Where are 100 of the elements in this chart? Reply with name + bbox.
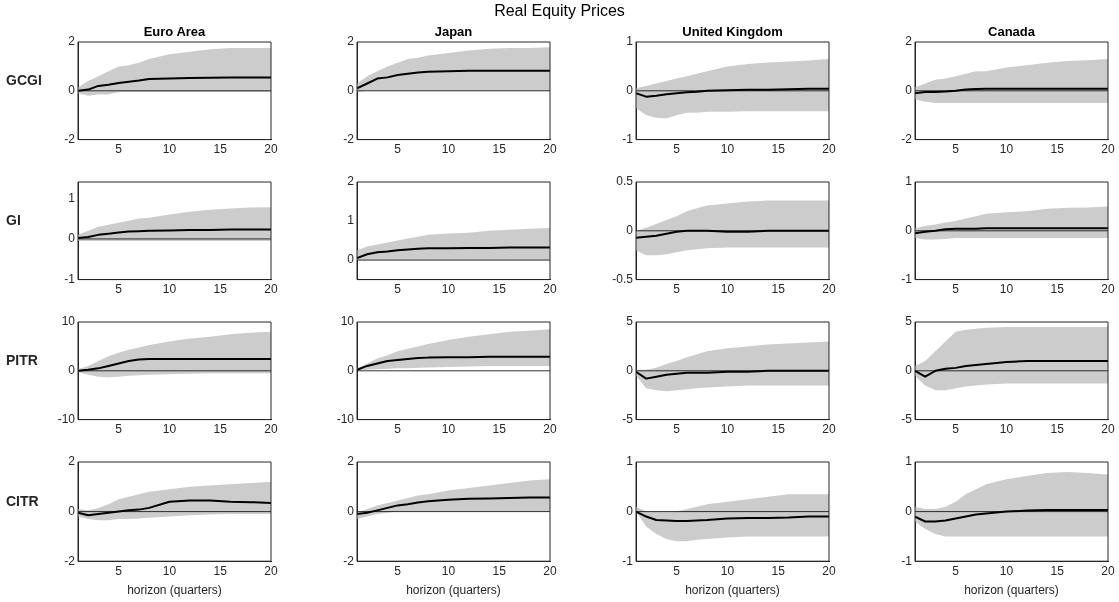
y-tick-label: 1 [905, 174, 913, 189]
x-tick-label: 15 [1050, 142, 1065, 157]
y-tick-label: -1 [64, 271, 76, 286]
x-tick-label: 5 [673, 282, 681, 297]
x-tick-label: 20 [543, 422, 557, 437]
x-axis-title: horizon (quarters) [685, 583, 780, 598]
x-tick-label: 15 [771, 422, 786, 437]
chart-title: Euro Area [143, 24, 207, 40]
x-tick-label: 10 [999, 422, 1014, 437]
x-tick-label: 5 [952, 282, 960, 297]
y-tick-label: 1 [905, 454, 913, 469]
x-tick-label: 15 [771, 142, 786, 157]
chart-title: Canada [988, 24, 1036, 40]
y-tick-label: -2 [901, 131, 913, 146]
y-tick-label: 0 [68, 363, 76, 378]
x-tick-label: 15 [213, 142, 228, 157]
y-tick-label: 2 [905, 34, 913, 49]
x-tick-label: 15 [771, 563, 786, 578]
x-tick-label: 5 [952, 142, 960, 157]
x-tick-label: 20 [1101, 142, 1115, 157]
y-tick-label: 2 [68, 34, 76, 49]
x-tick-label: 10 [999, 142, 1014, 157]
x-tick-label: 10 [162, 563, 177, 578]
x-tick-label: 5 [952, 563, 960, 578]
y-tick-label: 5 [626, 314, 634, 329]
x-tick-label: 10 [999, 563, 1014, 578]
y-tick-label: 1 [68, 190, 76, 205]
y-tick-label: 0 [626, 503, 634, 518]
x-tick-label: 20 [264, 563, 278, 578]
x-tick-label: 15 [213, 422, 228, 437]
text: Real Equity Prices [493, 2, 626, 20]
x-tick-label: 10 [999, 282, 1014, 297]
y-tick-label: 0 [905, 503, 913, 518]
x-tick-label: 5 [952, 422, 960, 437]
y-tick-label: -10 [336, 411, 355, 426]
x-tick-label: 15 [492, 563, 507, 578]
y-axis-title: GCGI [6, 71, 42, 88]
y-tick-label: 1 [626, 34, 634, 49]
y-axis-title: CITR [6, 492, 39, 509]
y-tick-label: 0 [905, 223, 913, 238]
x-axis-title: horizon (quarters) [964, 583, 1059, 598]
x-tick-label: 15 [492, 422, 507, 437]
y-tick-label: -2 [343, 131, 355, 146]
y-tick-label: 0 [626, 223, 634, 238]
x-tick-label: 5 [394, 422, 402, 437]
x-tick-label: 20 [822, 422, 836, 437]
x-tick-label: 20 [543, 563, 557, 578]
y-tick-label: 1 [347, 213, 355, 228]
y-axis-title: GI [6, 211, 21, 228]
x-tick-label: 5 [394, 142, 402, 157]
x-tick-label: 20 [543, 282, 557, 297]
x-tick-label: 20 [1101, 422, 1115, 437]
x-tick-label: 5 [673, 563, 681, 578]
y-tick-label: -1 [901, 271, 913, 286]
x-tick-label: 10 [162, 422, 177, 437]
y-tick-label: 2 [347, 34, 355, 49]
y-tick-label: 2 [347, 174, 355, 189]
y-tick-label: 0 [347, 252, 355, 267]
y-tick-label: -2 [64, 553, 76, 568]
x-tick-label: 15 [1050, 282, 1065, 297]
y-tick-label: 0 [905, 83, 913, 98]
x-tick-label: 20 [264, 282, 278, 297]
y-tick-label: 2 [347, 454, 355, 469]
x-tick-label: 20 [1101, 563, 1115, 578]
x-tick-label: 5 [673, 142, 681, 157]
x-tick-label: 5 [115, 142, 123, 157]
y-tick-label: 0 [905, 363, 913, 378]
x-tick-label: 5 [394, 563, 402, 578]
y-tick-label: 0 [68, 231, 76, 246]
y-tick-label: 0 [347, 83, 355, 98]
x-tick-label: 10 [720, 422, 735, 437]
y-tick-label: 0.5 [616, 174, 634, 189]
x-tick-label: 15 [1050, 563, 1065, 578]
y-tick-label: 0 [68, 503, 76, 518]
y-tick-label: -10 [57, 411, 76, 426]
x-tick-label: 15 [213, 282, 228, 297]
y-tick-label: -1 [622, 131, 634, 146]
y-tick-label: 0 [626, 363, 634, 378]
y-tick-label: 0 [68, 83, 76, 98]
y-tick-label: -2 [343, 553, 355, 568]
x-tick-label: 20 [1101, 282, 1115, 297]
x-tick-label: 20 [543, 142, 557, 157]
y-tick-label: -2 [64, 131, 76, 146]
x-tick-label: 15 [492, 282, 507, 297]
y-tick-label: 0 [347, 503, 355, 518]
x-tick-label: 20 [264, 422, 278, 437]
y-tick-label: 0 [347, 363, 355, 378]
x-tick-label: 20 [822, 563, 836, 578]
x-tick-label: 10 [720, 142, 735, 157]
chart-title: Japan [434, 24, 473, 40]
y-tick-label: 5 [905, 314, 913, 329]
x-tick-label: 10 [441, 282, 456, 297]
x-tick-label: 5 [115, 282, 123, 297]
y-tick-label: -0.5 [612, 271, 634, 286]
x-tick-label: 10 [720, 282, 735, 297]
x-axis-title: horizon (quarters) [127, 583, 222, 598]
x-tick-label: 5 [115, 563, 123, 578]
y-tick-label: -1 [622, 553, 634, 568]
x-tick-label: 10 [441, 563, 456, 578]
x-tick-label: 15 [771, 282, 786, 297]
